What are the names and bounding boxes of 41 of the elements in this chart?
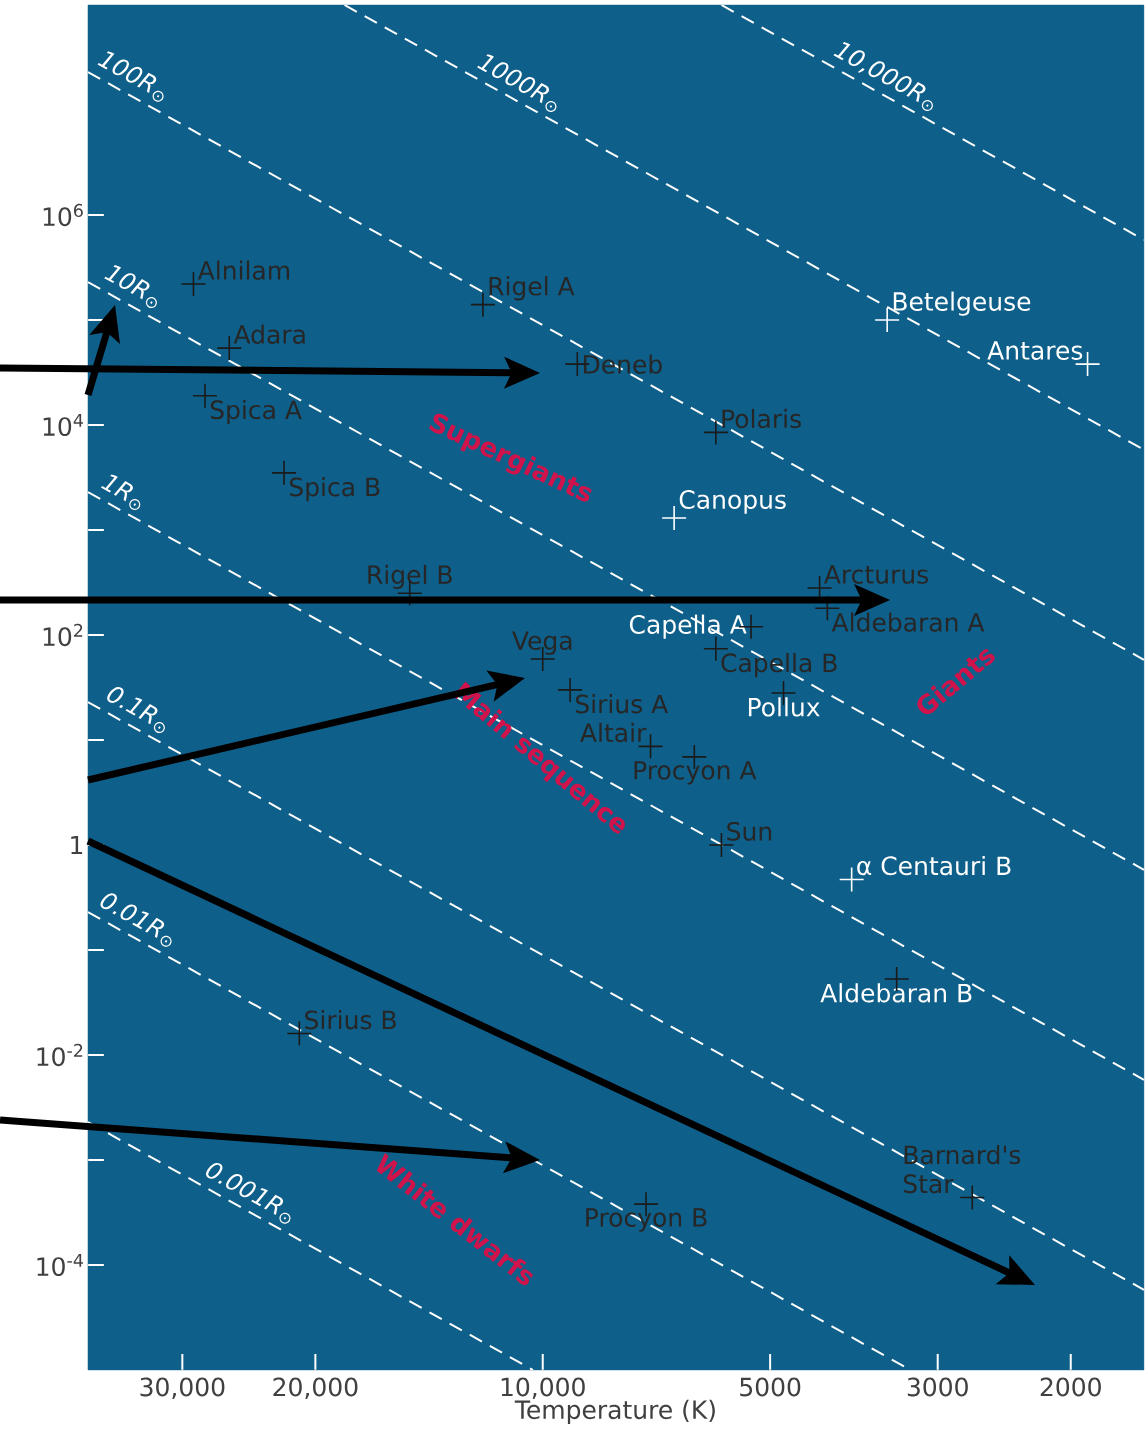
y-tick-label: 10$^{-2}$ bbox=[37, 1043, 83, 1067]
annotation: Capella A bbox=[629, 614, 747, 639]
annotation: 1R$_{⊙}$ bbox=[100, 474, 141, 511]
annotation: Pollux bbox=[748, 697, 820, 717]
annotation: Arcturus bbox=[824, 565, 928, 584]
x-tick-label: 2000 bbox=[1040, 1377, 1101, 1397]
annotation: Barnard's Star bbox=[903, 1144, 1021, 1194]
x-tick-label: 30,000 bbox=[140, 1377, 225, 1399]
annotation: Procyon B bbox=[586, 1208, 707, 1232]
y-tick-label: 10$^{6}$ bbox=[43, 203, 83, 227]
y-tick-label: 10$^{-4}$ bbox=[37, 1253, 83, 1277]
annotation: Polaris bbox=[722, 408, 801, 429]
y-tick-label: 10$^{2}$ bbox=[43, 623, 83, 647]
annotation: Betelgeuse bbox=[893, 291, 1031, 316]
annotation: Sirius B bbox=[305, 1010, 396, 1030]
annotation: Sun bbox=[727, 821, 772, 841]
annotation: Capella B bbox=[721, 652, 837, 678]
x-tick-label: 5000 bbox=[740, 1377, 801, 1397]
y-tick-label: 10$^{4}$ bbox=[43, 413, 83, 437]
annotation: Spica A bbox=[210, 399, 302, 425]
annotation: Rigel A bbox=[489, 276, 575, 301]
x-axis-title: Temperature (K) bbox=[514, 1399, 715, 1424]
annotation: Rigel B bbox=[368, 564, 452, 590]
annotation: 0.1R$_{⊙}$ bbox=[107, 687, 165, 734]
annotation: Aldebaran A bbox=[831, 612, 985, 632]
annotation: Alnilam bbox=[197, 260, 290, 280]
annotation: Canopus bbox=[679, 490, 786, 514]
annotation: Adara bbox=[233, 324, 305, 344]
annotation: α Centauri B bbox=[857, 855, 1011, 876]
x-tick-label: 20,000 bbox=[273, 1377, 358, 1399]
y-tick-label: 1 bbox=[71, 835, 83, 855]
x-tick-label: 3000 bbox=[907, 1377, 968, 1397]
x-tick-label: 10,000 bbox=[501, 1377, 585, 1399]
annotation: Spica B bbox=[289, 477, 380, 502]
annotation: Deneb bbox=[583, 354, 662, 374]
annotation: Procyon A bbox=[634, 761, 757, 785]
annotation: 10R$_{⊙}$ bbox=[104, 265, 157, 309]
annotation: Sirius A bbox=[575, 694, 669, 714]
annotation: Antares bbox=[987, 341, 1083, 360]
annotation: Aldebaran B bbox=[820, 983, 972, 1003]
annotation: Vega bbox=[512, 631, 572, 655]
